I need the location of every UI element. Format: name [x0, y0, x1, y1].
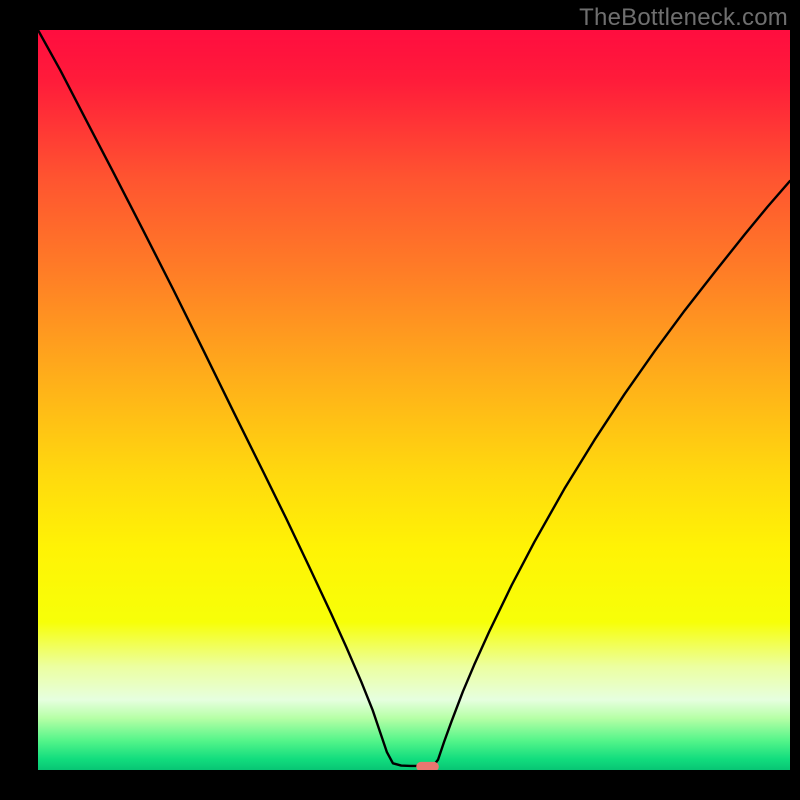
figure: TheBottleneck.com: [0, 0, 800, 800]
plot-area: [38, 30, 790, 770]
plot-background: [38, 30, 790, 770]
watermark-text: TheBottleneck.com: [579, 4, 788, 32]
minimum-marker: [416, 762, 439, 770]
